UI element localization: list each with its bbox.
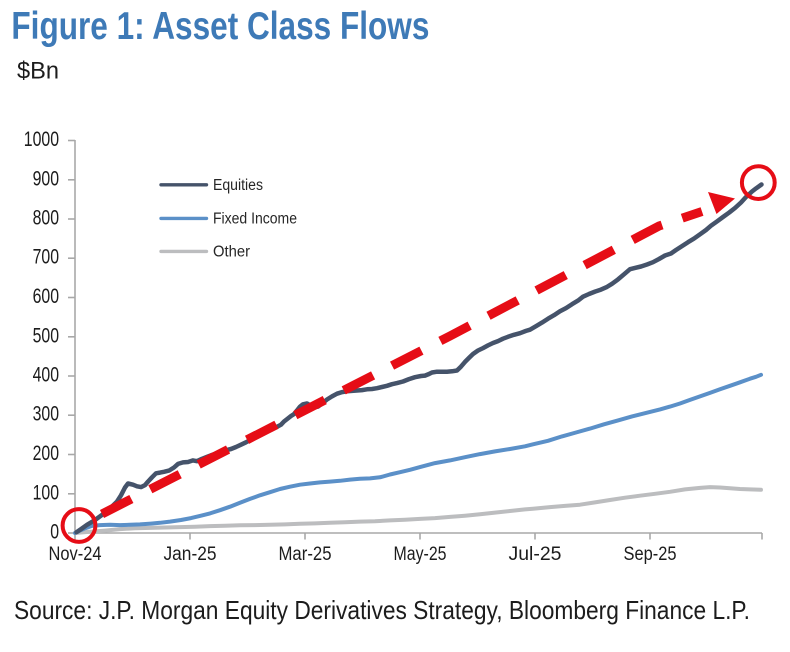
svg-text:300: 300 bbox=[33, 402, 59, 426]
svg-text:700: 700 bbox=[33, 245, 59, 269]
svg-text:Jul-25: Jul-25 bbox=[509, 544, 562, 565]
svg-text:Nov-24: Nov-24 bbox=[49, 544, 102, 565]
svg-text:Jan-25: Jan-25 bbox=[164, 544, 217, 565]
svg-text:400: 400 bbox=[33, 363, 59, 387]
svg-text:100: 100 bbox=[33, 480, 59, 504]
svg-text:$Bn: $Bn bbox=[17, 58, 59, 85]
svg-text:Mar-25: Mar-25 bbox=[279, 544, 332, 565]
svg-text:Source: J.P. Morgan Equity Der: Source: J.P. Morgan Equity Derivatives S… bbox=[14, 595, 750, 625]
svg-text:500: 500 bbox=[33, 323, 59, 347]
svg-text:Other: Other bbox=[213, 244, 250, 261]
svg-text:Equities: Equities bbox=[213, 177, 263, 194]
svg-text:1000: 1000 bbox=[24, 127, 59, 151]
svg-text:Fixed Income: Fixed Income bbox=[213, 211, 297, 228]
svg-text:May-25: May-25 bbox=[394, 544, 447, 565]
svg-text:900: 900 bbox=[33, 166, 59, 190]
svg-text:600: 600 bbox=[33, 284, 59, 308]
svg-text:Figure 1: Asset Class Flows: Figure 1: Asset Class Flows bbox=[11, 5, 429, 48]
svg-text:800: 800 bbox=[33, 206, 59, 230]
svg-text:0: 0 bbox=[50, 520, 59, 544]
svg-text:200: 200 bbox=[33, 441, 59, 465]
svg-text:Sep-25: Sep-25 bbox=[624, 544, 677, 565]
